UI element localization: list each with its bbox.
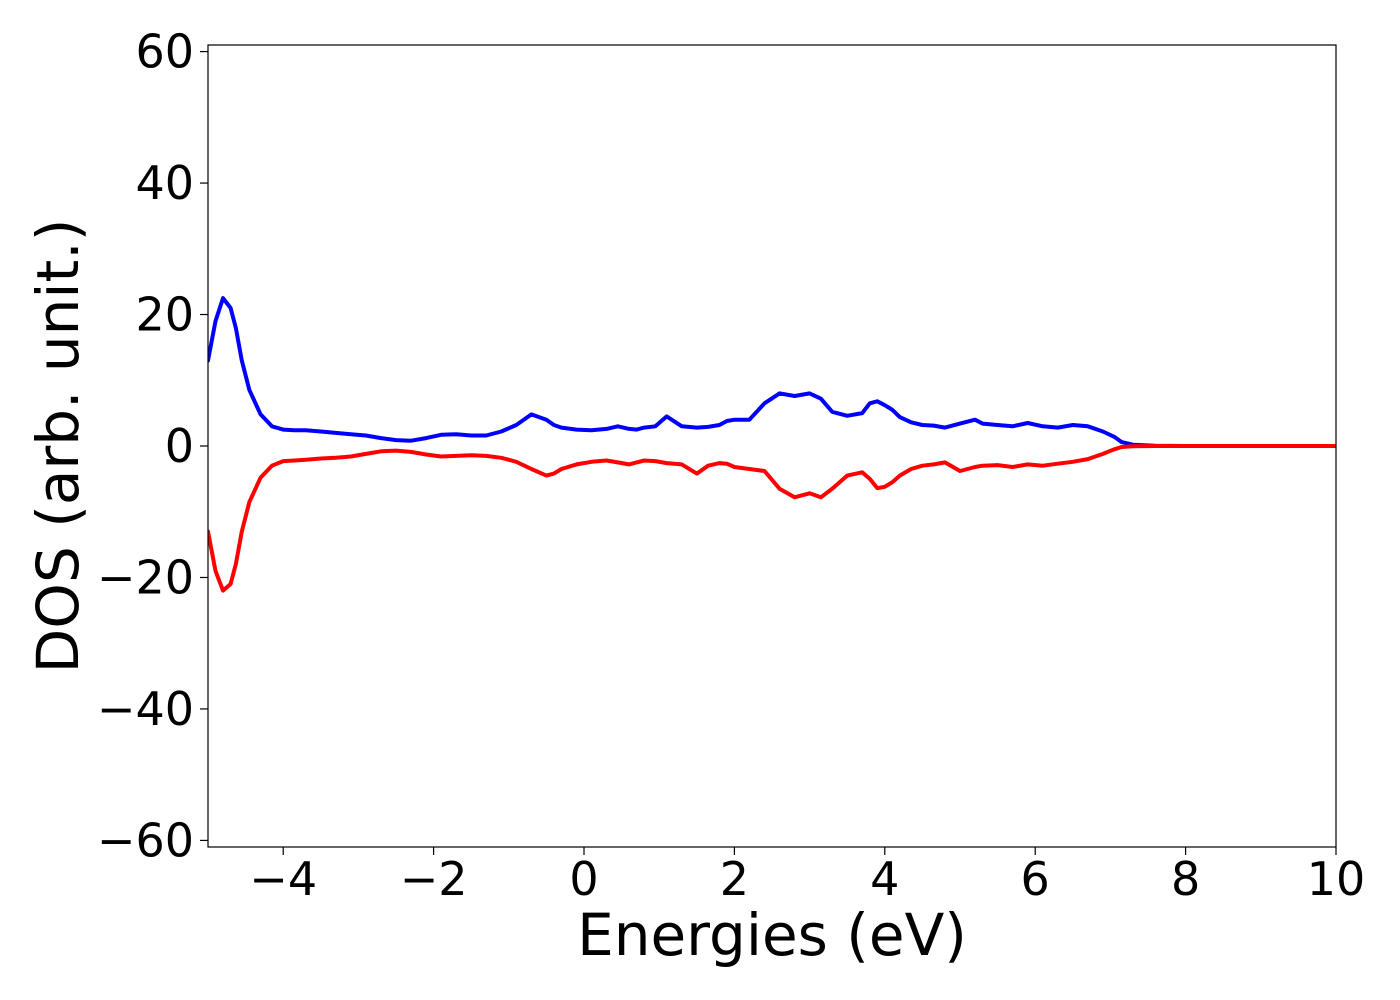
x-tick-label: 10 bbox=[1307, 852, 1366, 906]
y-tick-label: −20 bbox=[97, 550, 194, 604]
x-tick-label: 6 bbox=[1021, 852, 1050, 906]
series-line-spin-up bbox=[208, 296, 1336, 448]
y-tick-label: 60 bbox=[135, 25, 194, 79]
x-tick-label: −4 bbox=[249, 852, 317, 906]
series-line-spin-down bbox=[208, 444, 1336, 593]
x-tick-label: 8 bbox=[1171, 852, 1200, 906]
y-tick-label: 0 bbox=[165, 419, 194, 473]
y-tick-label: 40 bbox=[135, 156, 194, 210]
x-axis: −4 −2 0 2 4 6 8 10 bbox=[249, 847, 1365, 906]
y-axis-label: DOS (arb. unit.) bbox=[24, 219, 92, 674]
series-layer bbox=[208, 296, 1336, 593]
x-tick-label: 4 bbox=[870, 852, 899, 906]
y-tick-label: −40 bbox=[97, 682, 194, 736]
x-tick-label: −2 bbox=[400, 852, 468, 906]
y-tick-label: −60 bbox=[97, 813, 194, 867]
y-axis: −60 −40 −20 0 20 40 60 bbox=[97, 25, 208, 867]
x-tick-label: 0 bbox=[569, 852, 598, 906]
x-tick-label: 2 bbox=[720, 852, 749, 906]
y-tick-label: 20 bbox=[135, 288, 194, 342]
x-axis-label: Energies (eV) bbox=[577, 901, 967, 969]
